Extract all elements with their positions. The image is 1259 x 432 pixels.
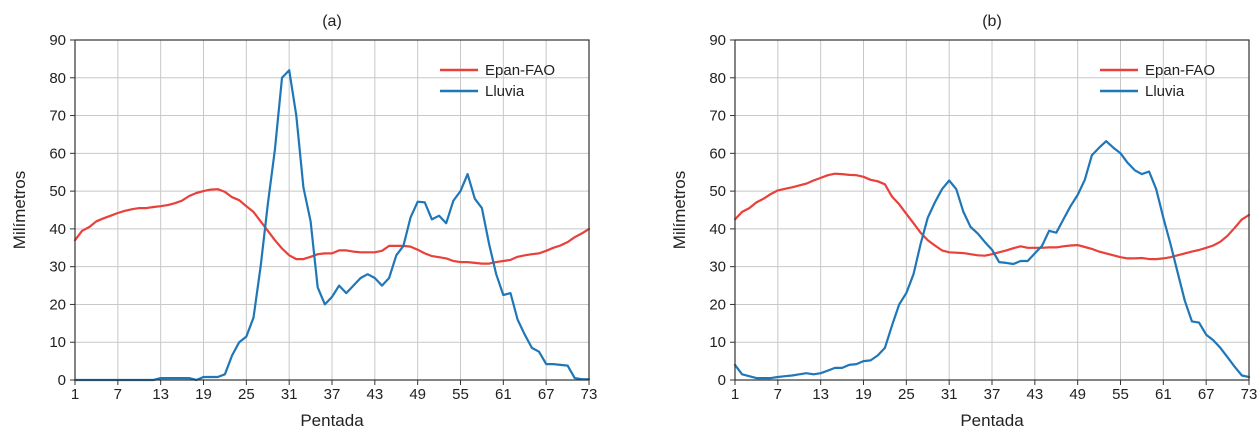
y-tick-label: 50: [709, 183, 726, 200]
chart-panel-a: 1 7 13 19 25 31 37 43 49 55 61 67 73 0 10 20 30 40 50 60 70 8…: [10, 13, 597, 430]
series-line-epan-fao: [73, 188, 591, 265]
legend: Epan-FAO Lluvia: [440, 62, 555, 100]
x-tick-label: 73: [581, 386, 598, 403]
y-tick-label: 0: [718, 372, 726, 389]
x-tick-label: 1: [731, 386, 739, 403]
y-tick-label: 10: [49, 334, 66, 351]
x-tick-label: 61: [495, 386, 512, 403]
x-tick-label: 19: [855, 386, 872, 403]
y-tick-label: 80: [49, 70, 66, 87]
y-tick-label: 70: [49, 108, 66, 125]
x-axis-label: Pentada: [960, 411, 1024, 430]
series-line-epan-fao: [733, 172, 1251, 261]
x-tick-label: 25: [238, 386, 255, 403]
y-tick-label: 20: [49, 296, 66, 313]
y-tick-label: 40: [709, 221, 726, 238]
x-tick-label: 19: [195, 386, 212, 403]
y-tick-label: 90: [49, 32, 66, 49]
x-tick-label: 37: [324, 386, 341, 403]
x-tick-label: 37: [984, 386, 1001, 403]
legend-label-epan-fao: Epan-FAO: [1145, 62, 1215, 79]
plot-lines: [73, 69, 591, 382]
y-axis-label: Milímetros: [10, 171, 29, 249]
y-tick-label: 90: [709, 32, 726, 49]
x-tick-label: 67: [538, 386, 555, 403]
x-tick-label: 73: [1241, 386, 1258, 403]
x-tick-label: 1: [71, 386, 79, 403]
series-line-lluvia: [73, 69, 591, 382]
y-tick-label: 70: [709, 108, 726, 125]
y-tick-label: 0: [58, 372, 66, 389]
legend-label-lluvia: Lluvia: [485, 83, 525, 100]
series-line-lluvia: [733, 140, 1251, 380]
chart-title: (a): [322, 13, 342, 30]
y-tick-label: 10: [709, 334, 726, 351]
x-tick-label: 49: [409, 386, 426, 403]
x-tick-label: 31: [281, 386, 298, 403]
y-tick-label: 80: [709, 70, 726, 87]
chart-title: (b): [982, 13, 1002, 30]
y-tick-label: 50: [49, 183, 66, 200]
x-tick-label: 43: [366, 386, 383, 403]
legend-label-lluvia: Lluvia: [1145, 83, 1185, 100]
x-tick-label: 13: [152, 386, 169, 403]
axis-ticks: 1 7 13 19 25 31 37 43 49 55 61 67 73 0 10 20 30 40 50 60 70 8…: [49, 32, 597, 403]
plot-lines: [733, 140, 1251, 380]
x-tick-label: 13: [812, 386, 829, 403]
legend: Epan-FAO Lluvia: [1100, 62, 1215, 100]
x-tick-label: 55: [452, 386, 469, 403]
x-axis-label: Pentada: [300, 411, 364, 430]
y-tick-label: 30: [709, 259, 726, 276]
x-tick-label: 25: [898, 386, 915, 403]
y-tick-label: 40: [49, 221, 66, 238]
x-tick-label: 43: [1026, 386, 1043, 403]
x-tick-label: 67: [1198, 386, 1215, 403]
x-tick-label: 61: [1155, 386, 1172, 403]
x-tick-label: 49: [1069, 386, 1086, 403]
y-tick-label: 60: [49, 145, 66, 162]
legend-label-epan-fao: Epan-FAO: [485, 62, 555, 79]
y-tick-label: 30: [49, 259, 66, 276]
y-axis-label: Milímetros: [670, 171, 689, 249]
x-tick-label: 7: [774, 386, 782, 403]
x-tick-label: 55: [1112, 386, 1129, 403]
axis-ticks: 1 7 13 19 25 31 37 43 49 55 61 67 73 0 10 20 30 40 50 60 70 8…: [709, 32, 1257, 403]
x-tick-label: 31: [941, 386, 958, 403]
y-tick-label: 20: [709, 296, 726, 313]
chart-panel-b: 1 7 13 19 25 31 37 43 49 55 61 67 73 0 10 20 30 40 50 60 70 8…: [670, 13, 1257, 430]
x-tick-label: 7: [114, 386, 122, 403]
y-tick-label: 60: [709, 145, 726, 162]
